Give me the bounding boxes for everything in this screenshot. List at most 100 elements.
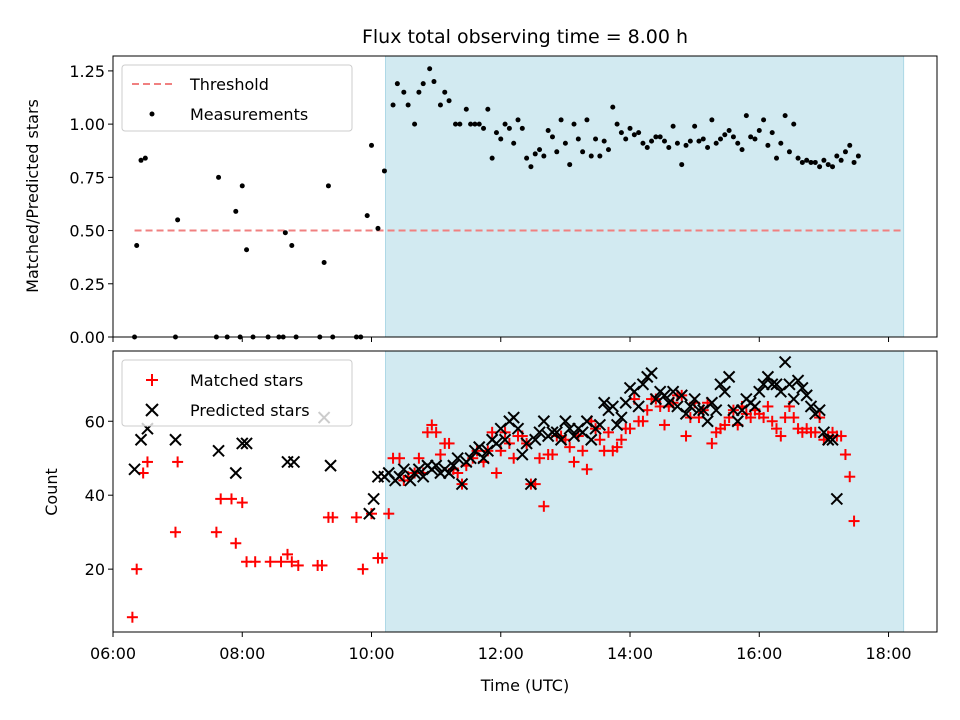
- data-point: [762, 400, 774, 412]
- data-point: [431, 79, 437, 85]
- data-point: [775, 430, 787, 442]
- data-point: [637, 415, 649, 427]
- data-point: [787, 392, 800, 406]
- data-point: [731, 415, 744, 428]
- data-point: [670, 123, 676, 129]
- data-point: [615, 434, 627, 446]
- data-point: [730, 134, 736, 140]
- x-tick-label: 14:00: [607, 644, 653, 663]
- data-point: [420, 81, 426, 87]
- data-point: [275, 556, 287, 568]
- data-point: [825, 162, 831, 168]
- data-point: [533, 426, 546, 439]
- data-point: [700, 136, 706, 142]
- legend-predicted-swatch: [145, 403, 159, 417]
- top-y-axis-label: Matched/Predicted stars: [23, 99, 42, 293]
- data-point: [142, 155, 148, 161]
- legend-measurements-swatch: [149, 111, 155, 117]
- data-point: [842, 149, 848, 155]
- data-point: [839, 449, 851, 461]
- data-point: [593, 418, 607, 432]
- x-tick-label: 12:00: [478, 644, 524, 663]
- data-point: [366, 508, 378, 520]
- data-point: [649, 138, 655, 144]
- data-point: [619, 396, 632, 409]
- data-point: [684, 400, 697, 413]
- data-point: [726, 128, 732, 134]
- data-point: [506, 125, 512, 131]
- data-point: [774, 155, 780, 161]
- bottom-legend-box: [121, 359, 353, 427]
- data-point: [713, 140, 719, 146]
- data-point: [735, 140, 741, 146]
- data-point: [577, 445, 589, 457]
- data-point: [844, 471, 856, 483]
- data-point: [830, 164, 836, 170]
- data-point: [481, 125, 487, 131]
- data-point: [490, 437, 503, 450]
- data-point: [796, 381, 809, 395]
- top-panel: 0.00 0.25 0.50 0.75 1.00 1.25 Matched/Predict…: [23, 55, 938, 347]
- bot-shaded-interval: [385, 350, 905, 633]
- data-point: [606, 400, 619, 413]
- data-point: [375, 225, 381, 231]
- data-point: [593, 136, 599, 142]
- x-tick-label: 08:00: [219, 644, 265, 663]
- data-point: [464, 452, 477, 465]
- data-point: [281, 548, 293, 560]
- data-point: [286, 556, 298, 568]
- data-point: [838, 157, 844, 163]
- data-point: [851, 159, 857, 165]
- data-point: [758, 412, 770, 424]
- data-point: [748, 134, 754, 140]
- data-point: [550, 426, 563, 439]
- data-point: [585, 433, 598, 446]
- data-point: [327, 511, 339, 523]
- top-series-0: [132, 66, 861, 340]
- data-point: [489, 155, 495, 161]
- data-point: [830, 492, 844, 506]
- data-point: [722, 370, 736, 384]
- data-point: [554, 149, 560, 155]
- legend-matched-label: Matched stars: [190, 371, 303, 390]
- data-point: [631, 132, 637, 138]
- data-point: [766, 415, 778, 427]
- data-point: [289, 242, 295, 248]
- x-tick-label: 18:00: [865, 644, 911, 663]
- legend-threshold-label: Threshold: [189, 75, 269, 94]
- data-point: [636, 378, 650, 391]
- y-tick-label: 0.25: [69, 275, 105, 294]
- data-point: [722, 132, 728, 138]
- data-point: [383, 508, 395, 520]
- data-point: [653, 134, 659, 140]
- data-point: [696, 138, 702, 144]
- data-point: [640, 140, 646, 146]
- data-point: [752, 136, 758, 142]
- data-point: [434, 449, 446, 461]
- data-point: [282, 230, 288, 236]
- data-point: [688, 392, 701, 406]
- data-point: [316, 559, 328, 571]
- data-point: [511, 422, 525, 435]
- data-point: [568, 456, 580, 468]
- data-point: [602, 426, 614, 438]
- data-point: [172, 456, 184, 468]
- data-point: [674, 140, 680, 146]
- data-point: [745, 412, 757, 424]
- data-point: [429, 459, 443, 472]
- chart-title: Flux total observing time = 8.00 h: [362, 26, 688, 48]
- bottom-legend: Matched stars Predicted stars: [121, 359, 353, 427]
- data-point: [809, 426, 821, 438]
- data-point: [451, 452, 464, 465]
- data-point: [367, 492, 380, 506]
- data-point: [364, 213, 370, 219]
- data-point: [507, 411, 520, 424]
- y-tick-label: 0.00: [69, 328, 105, 347]
- data-point: [529, 433, 542, 446]
- data-point: [381, 168, 387, 174]
- data-point: [545, 128, 551, 134]
- data-point: [567, 429, 581, 443]
- data-point: [804, 157, 810, 163]
- data-point: [524, 477, 538, 491]
- data-point: [597, 396, 611, 409]
